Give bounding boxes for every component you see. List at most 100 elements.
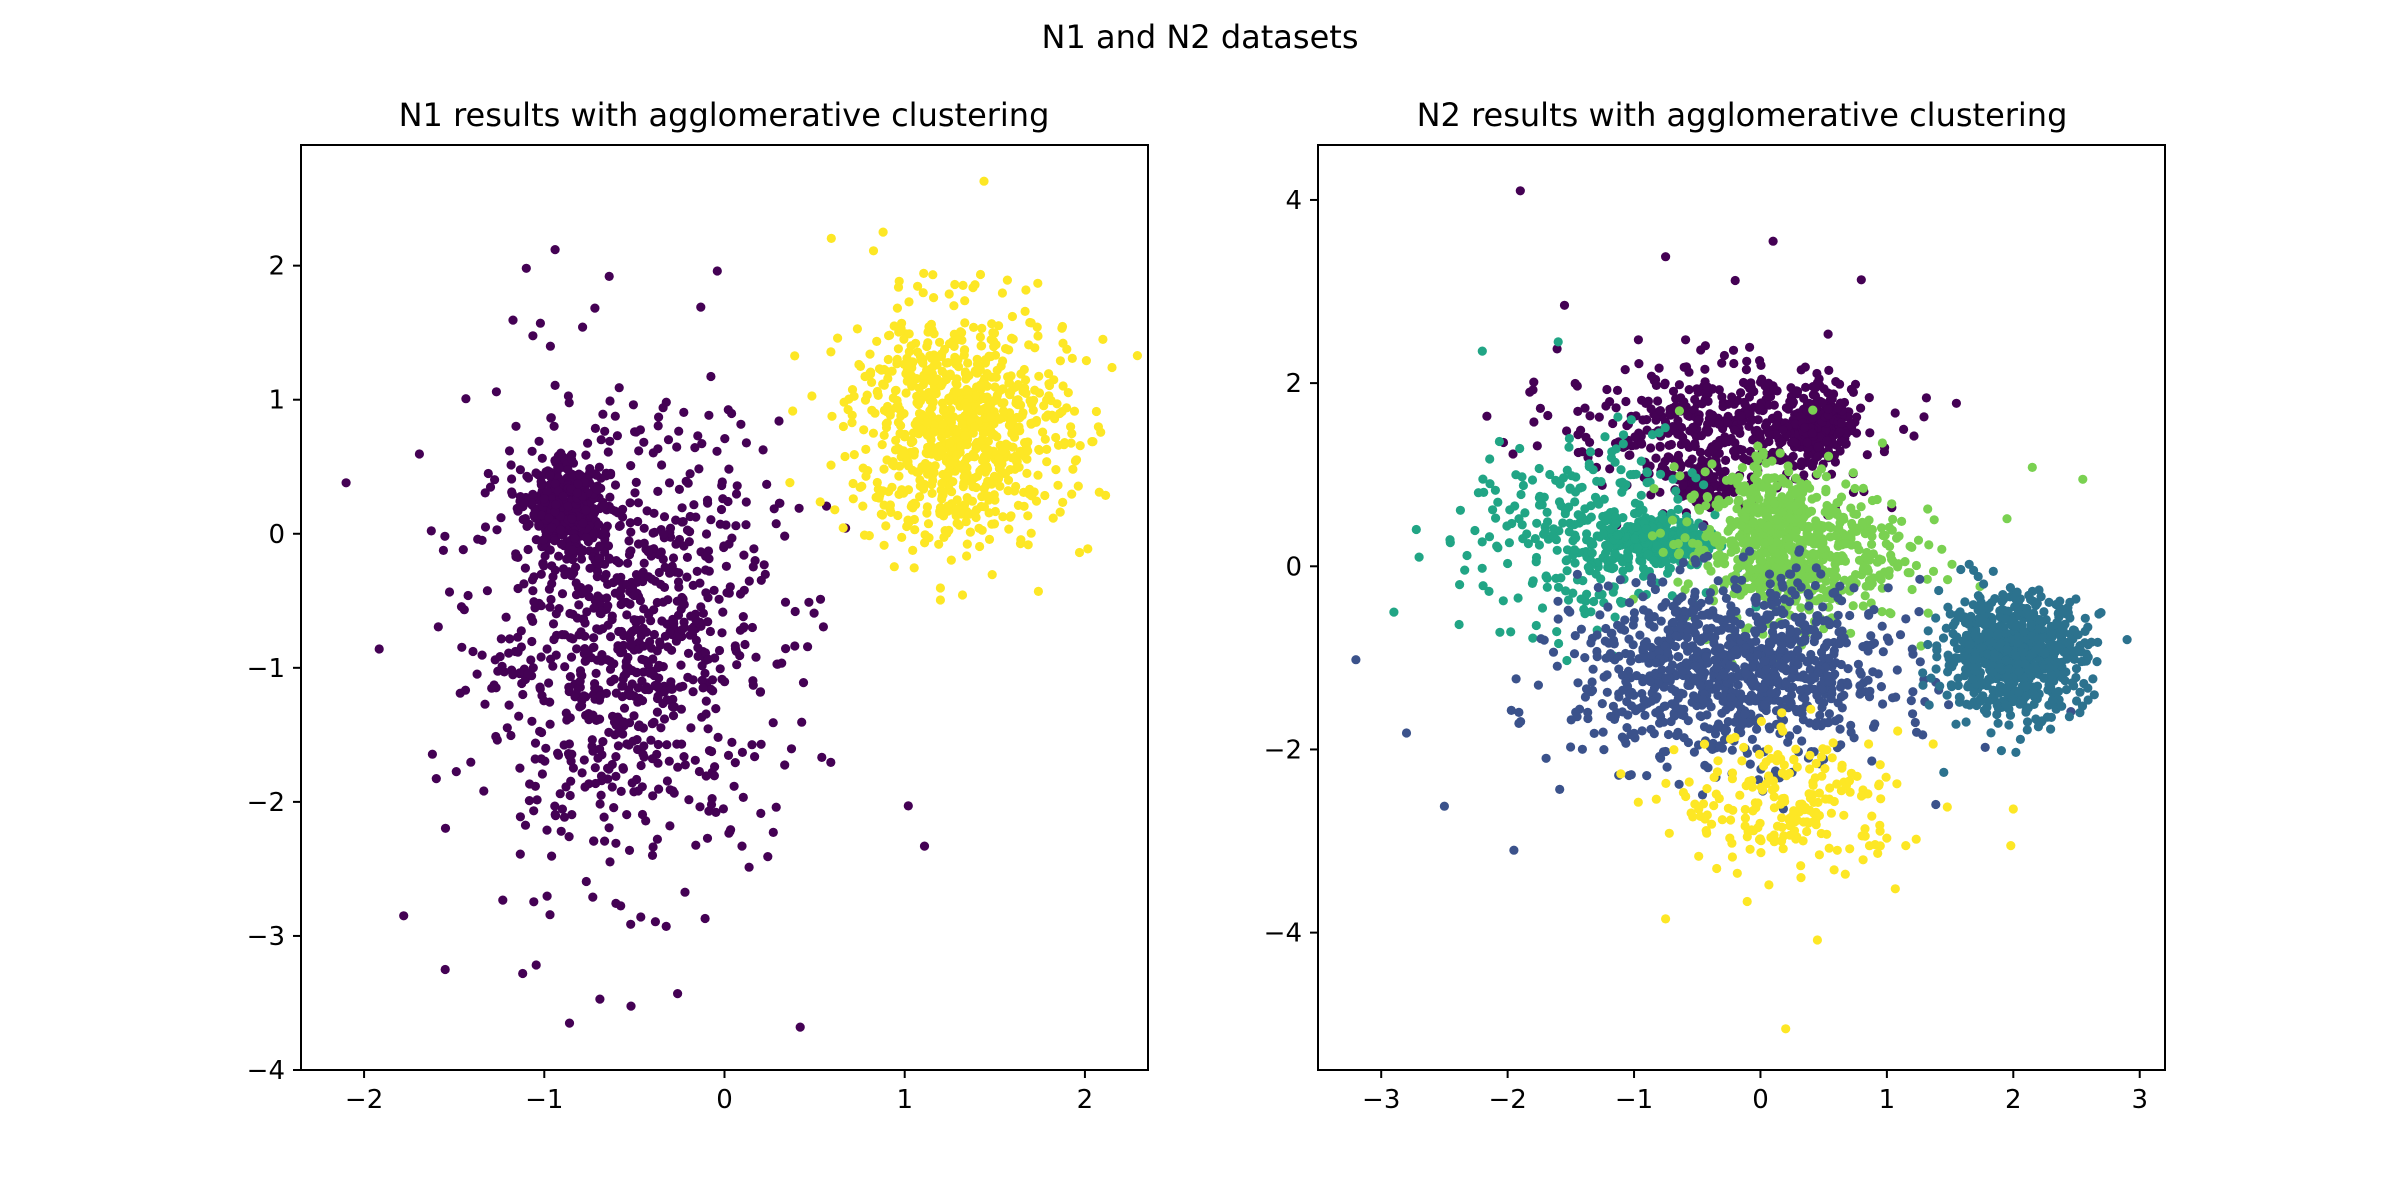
n1-point-cluster-0	[701, 709, 711, 719]
n2-point-cluster-3	[1570, 558, 1580, 568]
n2-point-cluster-0	[1721, 455, 1731, 465]
n1-point-cluster-0	[374, 644, 384, 654]
n1-point-cluster-0	[581, 450, 591, 460]
n1-point-cluster-0	[542, 891, 552, 901]
n1-point-cluster-0	[502, 723, 512, 733]
n1-point-cluster-2	[868, 246, 879, 256]
n1-point-cluster-0	[593, 753, 603, 763]
n1-point-cluster-2	[1031, 496, 1042, 506]
n1-point	[521, 263, 531, 273]
n1-point-cluster-0	[647, 754, 658, 764]
n2-point-cluster-7	[1573, 678, 1583, 688]
n1-point-cluster-0	[688, 687, 698, 697]
n1-point-cluster-2	[1026, 528, 1036, 538]
n1-point-cluster-0	[642, 506, 652, 516]
n2-point-cluster-3	[1600, 432, 1610, 442]
n2-point-cluster-7	[1598, 727, 1608, 737]
n1-point-cluster-0	[644, 572, 654, 582]
n1-point-cluster-0	[659, 512, 670, 522]
n2-point-cluster-3	[1460, 565, 1470, 575]
n1-point-cluster-2	[1073, 481, 1083, 491]
n1-point-cluster-2	[858, 501, 868, 511]
n2-point-cluster-5	[1907, 584, 1917, 595]
n1-point	[1094, 487, 1104, 497]
n1-point-cluster-1	[555, 525, 566, 535]
n2-point-cluster-1	[1797, 457, 1807, 467]
n1-point-cluster-0	[557, 589, 568, 599]
n2-point-cluster-0	[1624, 450, 1634, 460]
n2-point-cluster-4	[1598, 529, 1608, 539]
n1-point-cluster-0	[605, 656, 615, 666]
n2-point-cluster-5	[1861, 581, 1871, 591]
n1-point-cluster-0	[496, 634, 506, 644]
n2-point-cluster-7	[1589, 728, 1599, 739]
n1-point-cluster-0	[531, 960, 541, 970]
n1-point-cluster-2	[1042, 444, 1052, 454]
n2-point-cluster-4	[1586, 512, 1596, 522]
n1-point	[878, 227, 888, 237]
n2-point-cluster-3	[1565, 484, 1575, 494]
n1-point-cluster-0	[660, 631, 671, 641]
n1-point-cluster-1	[547, 522, 557, 533]
n2-point-cluster-7	[1704, 595, 1714, 605]
n2-point-cluster-5	[1669, 462, 1679, 472]
n1-point-cluster-1	[575, 470, 585, 480]
n1-point-cluster-2	[885, 410, 895, 420]
n1-point-cluster-2	[875, 490, 885, 500]
n1-point-cluster-2	[1041, 412, 1051, 422]
n2-point-cluster-0	[1856, 275, 1866, 285]
n1-point-cluster-0	[730, 641, 740, 651]
n1-point-cluster-0	[646, 735, 656, 745]
n1-point-cluster-0	[774, 498, 785, 508]
n1-point-cluster-2	[1028, 405, 1038, 415]
n1-point-cluster-2	[1053, 480, 1063, 490]
n2-point-cluster-7	[1663, 729, 1674, 740]
n1-point-cluster-0	[714, 645, 725, 656]
n1-point-cluster-2	[1033, 470, 1043, 480]
n2-point-cluster-0	[1736, 411, 1746, 421]
n2-point-cluster-0	[1529, 417, 1539, 427]
n2-point-cluster-5	[1807, 572, 1817, 582]
n1-point-cluster-0	[637, 809, 648, 820]
n2-point-cluster-5	[1675, 471, 1685, 481]
n1-point-cluster-0	[627, 639, 637, 649]
n2-point-cluster-3	[1569, 545, 1580, 555]
n1-point-cluster-2	[968, 482, 978, 492]
n1-point-cluster-0	[747, 740, 757, 750]
n1-point-cluster-1	[528, 489, 538, 499]
n2-point-cluster-6	[1761, 458, 1771, 468]
n1-point-cluster-2	[914, 467, 924, 477]
n2-point-cluster-5	[1851, 509, 1862, 519]
n1-point-cluster-0	[561, 708, 571, 718]
n1-point-cluster-2	[921, 448, 931, 458]
n2-point-cluster-5	[1928, 566, 1939, 577]
n1-point	[673, 989, 683, 999]
n1-point-cluster-0	[588, 892, 598, 902]
n1-point-cluster-0	[780, 531, 790, 541]
n1-point-cluster-0	[604, 764, 614, 774]
n1-point-cluster-2	[997, 288, 1008, 298]
n1-point-cluster-0	[618, 647, 628, 657]
n1-point-cluster-2	[1069, 406, 1080, 416]
n2-point-cluster-6	[1751, 451, 1761, 461]
n1-point-cluster-2	[908, 436, 918, 446]
n1-point-cluster-0	[682, 525, 693, 535]
n1-point-cluster-2	[1059, 440, 1069, 450]
n1-point-cluster-0	[615, 727, 625, 738]
n1-point-cluster-0	[602, 593, 612, 603]
n2-point-cluster-3	[1511, 470, 1521, 480]
n1-point-cluster-0	[565, 608, 575, 619]
n1-point-cluster-0	[639, 741, 649, 751]
n2-point-cluster-0	[1772, 386, 1782, 396]
n2-point-cluster-5	[1878, 530, 1888, 541]
n2-point-cluster-0	[1769, 400, 1779, 410]
n1-point-cluster-0	[647, 719, 657, 729]
n1-point-cluster-2	[826, 233, 836, 243]
n1-point-cluster-0	[717, 477, 727, 487]
n2-point-cluster-0	[1921, 393, 1931, 403]
n1-point-cluster-0	[622, 810, 632, 820]
n1-point-cluster-1	[520, 514, 531, 524]
n1-point-cluster-2	[902, 457, 912, 467]
n2-point-cluster-4	[1630, 534, 1640, 544]
n2-point-cluster-6	[1769, 499, 1779, 509]
